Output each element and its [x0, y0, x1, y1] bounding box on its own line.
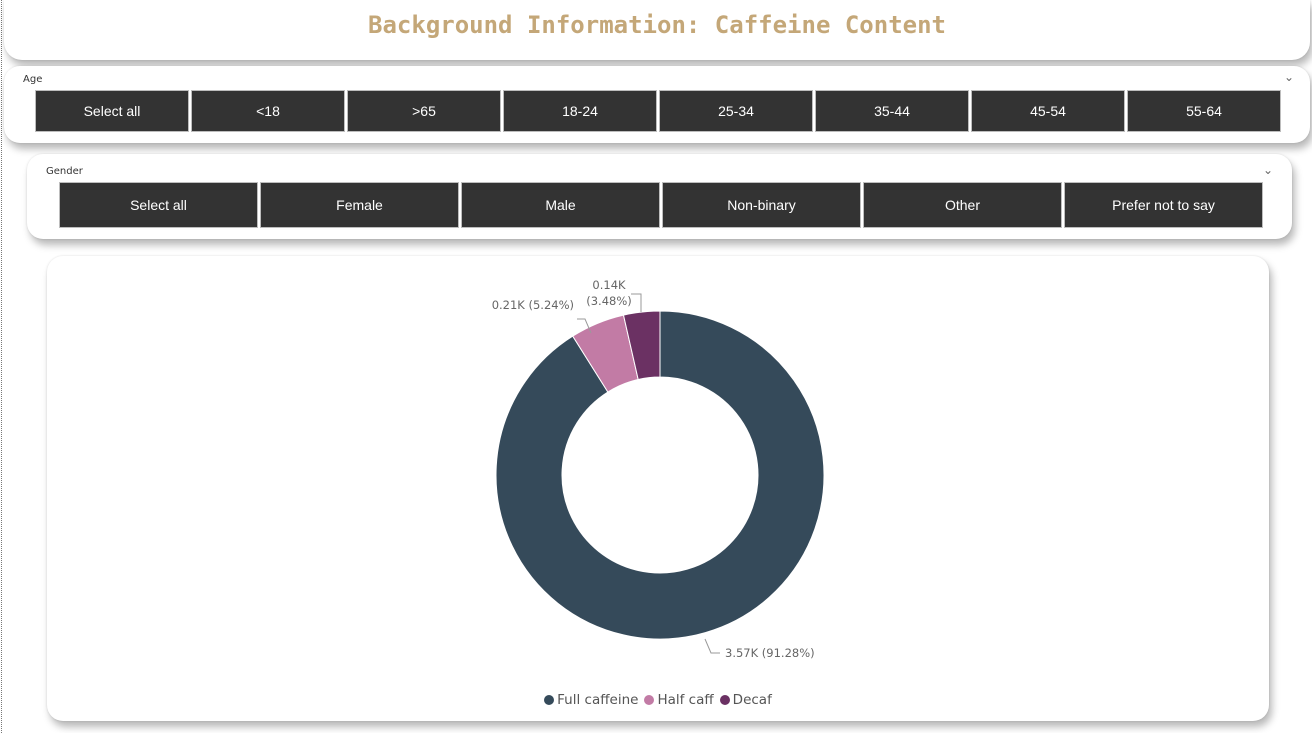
data-label-full-caffeine: 3.57K (91.28%) — [725, 646, 815, 660]
title-card: Background Information: Caffeine Content — [4, 0, 1310, 60]
data-label-half-caff: 0.21K (5.24%) — [492, 298, 574, 312]
data-label-decaf: 0.14K (3.48%) — [586, 278, 632, 308]
gender-tile-prefer-not-to-say[interactable]: Prefer not to say — [1064, 182, 1263, 228]
legend-label: Decaf — [732, 692, 772, 708]
age-tile-under-18[interactable]: <18 — [191, 90, 345, 132]
gender-tile-select-all[interactable]: Select all — [59, 182, 258, 228]
legend-item-half-caff[interactable]: Half caff — [644, 692, 714, 708]
age-tile-45-54[interactable]: 45-54 — [971, 90, 1125, 132]
legend-label: Full caffeine — [557, 692, 639, 708]
gender-tile-non-binary[interactable]: Non-binary — [662, 182, 861, 228]
canvas-edge-dots — [1, 0, 2, 733]
gender-tile-female[interactable]: Female — [260, 182, 459, 228]
age-tile-select-all[interactable]: Select all — [35, 90, 189, 132]
legend-dot-icon — [719, 695, 730, 705]
legend-item-full-caffeine[interactable]: Full caffeine — [544, 692, 638, 708]
leader-line-full-caffeine — [704, 638, 720, 654]
gender-tile-group: Select all Female Male Non-binary Other Prefe… — [59, 182, 1263, 228]
page-title: Background Information: Caffeine Content — [368, 11, 946, 39]
gender-slicer: Gender ⌄ Select all Female Male Non-binary O… — [27, 154, 1292, 239]
age-tile-25-34[interactable]: 25-34 — [659, 90, 813, 132]
donut-slice-decaf[interactable] — [622, 310, 661, 381]
age-tile-55-64[interactable]: 55-64 — [1127, 90, 1281, 132]
legend-item-decaf[interactable]: Decaf — [719, 692, 772, 708]
leader-line-decaf — [631, 293, 642, 312]
age-slicer-header: Age — [23, 74, 43, 85]
gender-tile-male[interactable]: Male — [461, 182, 660, 228]
age-tile-35-44[interactable]: 35-44 — [815, 90, 969, 132]
chevron-down-icon[interactable]: ⌄ — [1284, 70, 1295, 84]
donut-slice-full-caffeine[interactable] — [495, 310, 825, 640]
age-tile-group: Select all <18 >65 18-24 25-34 35-44 45-54 55-6… — [35, 90, 1281, 132]
age-slicer: Age ⌄ Select all <18 >65 18-24 25-34 35-44 45-… — [4, 66, 1310, 143]
gender-slicer-header: Gender — [46, 166, 83, 177]
age-tile-over-65[interactable]: >65 — [347, 90, 501, 132]
legend-label: Half caff — [657, 692, 714, 708]
donut-chart: 3.57K (91.28%) 0.21K (5.24%) 0.14K (3.48%) — [492, 278, 825, 660]
caffeine-donut-chart-card: 3.57K (91.28%) 0.21K (5.24%) 0.14K (3.48%) … — [47, 256, 1269, 721]
legend-dot-icon — [644, 695, 655, 705]
chart-legend: Full caffeine Half caff Decaf — [47, 692, 1269, 708]
gender-tile-other[interactable]: Other — [863, 182, 1062, 228]
chevron-down-icon[interactable]: ⌄ — [1263, 163, 1274, 177]
age-tile-18-24[interactable]: 18-24 — [503, 90, 657, 132]
legend-dot-icon — [544, 695, 555, 705]
leader-line-half-caff — [577, 318, 592, 334]
